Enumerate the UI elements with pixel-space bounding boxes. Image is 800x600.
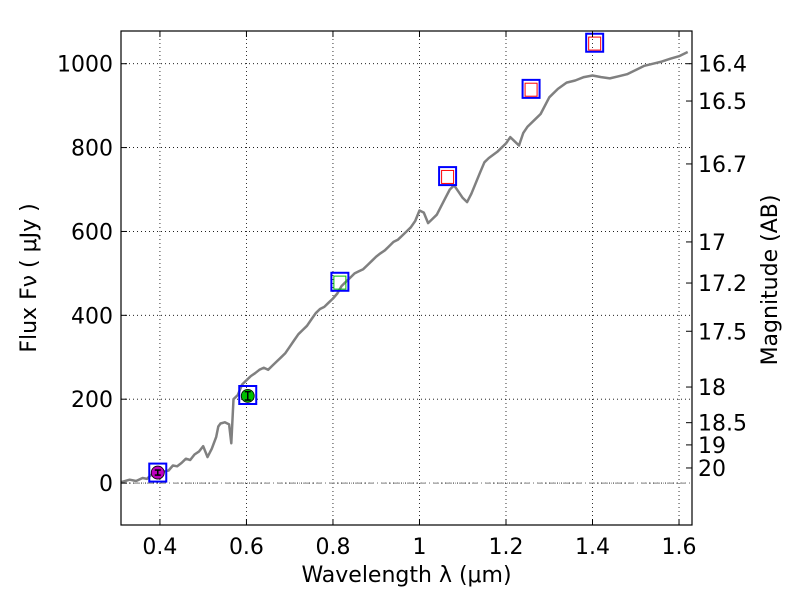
- magnitude-tick-label: 20: [698, 457, 726, 482]
- spectrum-layer: [120, 50, 689, 484]
- model-photometry-square: [585, 32, 605, 53]
- y-axis-label: Flux Fν ( μJy ): [17, 203, 42, 352]
- x-tick-label: 1.6: [662, 535, 697, 560]
- right-axis-label: Magnitude (AB): [758, 195, 783, 366]
- magnitude-tick-label: 16.7: [698, 153, 747, 178]
- x-tick-label: 0.6: [229, 535, 264, 560]
- magnitude-tick-label: 19: [698, 434, 726, 459]
- plot-frame: [120, 30, 693, 526]
- model-photometry-square: [148, 462, 168, 483]
- x-tick-label: 0.4: [142, 535, 177, 560]
- magnitude-tick-label: 16.4: [698, 53, 747, 78]
- model-photometry-square: [238, 385, 258, 405]
- model-photometry-square: [521, 78, 541, 99]
- x-tick-label: 1.4: [575, 535, 610, 560]
- spectrum-line: [120, 50, 689, 484]
- magnitude-tick-label: 17.2: [698, 272, 747, 297]
- magnitude-tick-label: 18: [698, 376, 726, 401]
- x-tick-label: 0.8: [315, 535, 350, 560]
- magnitude-tick-label: 17: [698, 231, 726, 256]
- y-tick-label: 800: [71, 137, 113, 162]
- magnitude-tick-label: 17.5: [698, 320, 747, 345]
- observed-flux-limit: [441, 169, 455, 184]
- y-tick-label: 200: [71, 388, 113, 413]
- magnitude-tick-label: 16.5: [698, 90, 747, 115]
- model-photometry-square: [330, 271, 350, 292]
- model-photometry-square: [438, 166, 458, 187]
- magnitude-tick-label: 18.5: [698, 412, 747, 437]
- x-tick-label: 1.2: [488, 535, 523, 560]
- observed-flux-limit: [333, 275, 347, 290]
- observed-flux-limit: [524, 82, 538, 97]
- observed-flux-limit: [588, 36, 602, 51]
- y-tick-label: 1000: [57, 53, 113, 78]
- y-tick-label: 400: [71, 304, 113, 329]
- x-axis-label: Wavelength λ (μm): [301, 563, 511, 588]
- photometry-layer: [148, 32, 605, 483]
- axis-ticks: 0.4 0.6 0.8 1 1.2 1.4 1.6 0 200 400 600 800 1000 16.4…: [57, 31, 747, 560]
- y-tick-label: 600: [71, 220, 113, 245]
- y-tick-label: 0: [99, 472, 113, 497]
- x-tick-label: 1: [412, 535, 426, 560]
